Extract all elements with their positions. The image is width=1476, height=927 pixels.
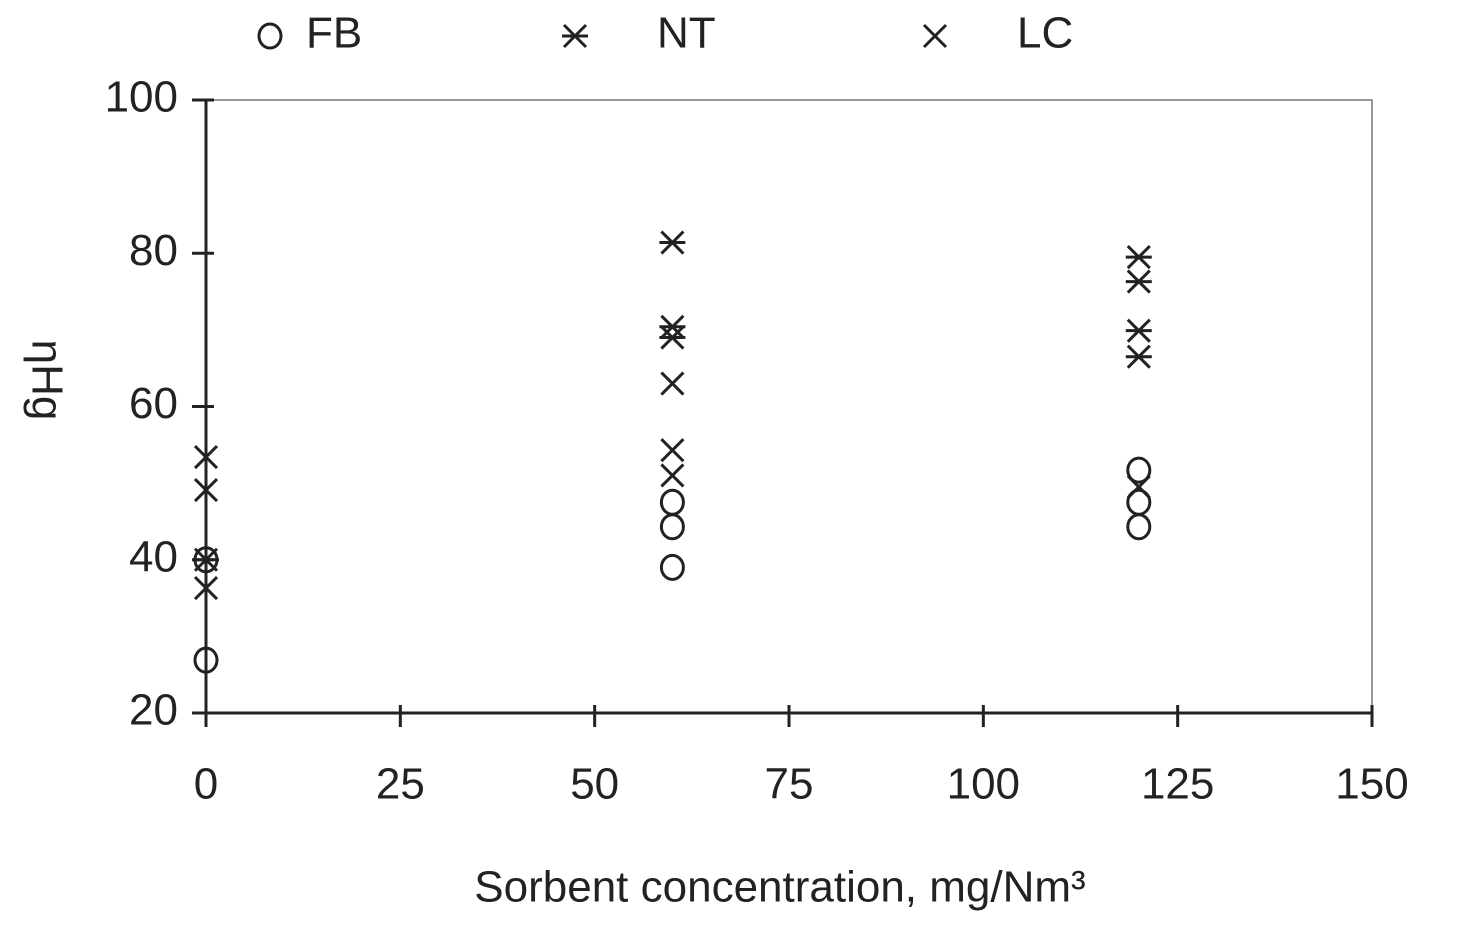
y-tick-label: 20 [129,686,178,735]
x-tick-label: 50 [570,760,619,809]
x-tick-label: 25 [376,760,425,809]
point-shape [1126,456,1152,484]
point-shape [659,553,685,581]
y-tick-label: 40 [129,532,178,581]
point [660,371,685,396]
x-tick-label: 100 [947,760,1020,809]
point [659,488,685,516]
y-axis-label: ηHg [22,340,71,421]
point-shape [1126,474,1151,500]
point [562,23,588,49]
x-axis-label: Sorbent concentration, mg/Nm³ [474,863,1085,912]
point [257,22,283,50]
y-tick-label: 100 [105,73,178,122]
point [1126,513,1152,541]
point [659,325,686,350]
point [659,230,686,255]
point-shape [1126,488,1152,516]
point [1125,245,1152,270]
point [660,463,685,488]
point [193,646,219,674]
point [922,23,948,49]
y-tick-label: 60 [129,379,178,428]
point [1126,488,1152,516]
legend-label: NT [657,9,716,58]
x-tick-label: 125 [1141,760,1214,809]
legend-label: FB [306,9,362,58]
point-shape [922,23,948,49]
point [193,576,219,601]
point [193,445,219,470]
point-shape [193,646,219,674]
point [659,553,685,581]
x-tick-label: 75 [765,760,814,809]
point [193,547,219,572]
point-shape [660,463,685,488]
point [660,438,685,463]
plot-frame [206,99,1373,713]
y-tick-label: 80 [129,226,178,275]
point-shape [660,438,685,463]
point-shape [193,445,219,470]
point [1125,269,1152,294]
point-shape [193,576,219,601]
point [193,477,219,503]
point [1126,456,1152,484]
point-shape [659,488,685,516]
legend-label: LC [1017,9,1073,58]
point-shape [1126,513,1152,541]
point [1125,318,1152,343]
point [1125,344,1152,369]
x-tick-label: 0 [194,760,218,809]
point-shape [659,513,685,541]
point [659,513,685,541]
point [1126,474,1151,500]
point-shape [257,22,283,50]
point-shape [193,477,219,503]
point-shape [660,371,685,396]
x-tick-label: 150 [1335,760,1408,809]
